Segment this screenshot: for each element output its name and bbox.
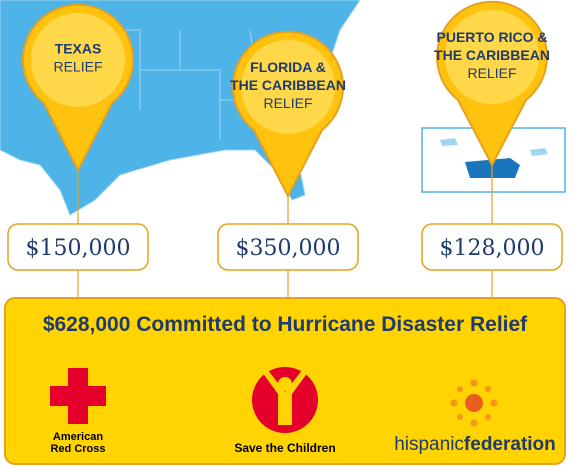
pin-title: FLORIDA & <box>250 59 326 75</box>
islands <box>440 138 548 156</box>
pin-subtitle: RELIEF <box>467 65 516 81</box>
pin-highlight <box>241 40 335 134</box>
pin-subtitle: RELIEF <box>263 95 312 111</box>
red-cross-logo <box>50 368 106 424</box>
red-cross-name: Red Cross <box>50 443 105 455</box>
save-children-name: Save the Children <box>234 441 335 455</box>
pin-highlight <box>445 10 539 104</box>
hispanic-word: hispanic <box>394 434 464 455</box>
amount-box <box>7 223 149 271</box>
hispanic-federation-logo <box>450 379 498 427</box>
pin-highlight <box>31 13 125 107</box>
pin-subtitle: RELIEF <box>53 59 102 75</box>
amount: $350,000 <box>236 236 341 261</box>
federation-word: federation <box>464 434 556 455</box>
red-cross-name: American <box>53 431 103 443</box>
amount: $150,000 <box>26 236 131 261</box>
pin-title: THE CARIBBEAN <box>434 47 550 63</box>
pin-title: THE CARIBBEAN <box>230 77 346 93</box>
pin-title: TEXAS <box>55 41 102 57</box>
total-heading: $628,000 Committed to Hurricane Disaster… <box>43 313 528 336</box>
save-children-figure <box>262 369 308 425</box>
hispanic-federation-name: hispanicfederation <box>394 434 556 455</box>
amount-box <box>421 223 563 271</box>
amount-box <box>217 223 359 271</box>
amount: $128,000 <box>440 236 545 261</box>
pin-title: PUERTO RICO & <box>437 29 548 45</box>
